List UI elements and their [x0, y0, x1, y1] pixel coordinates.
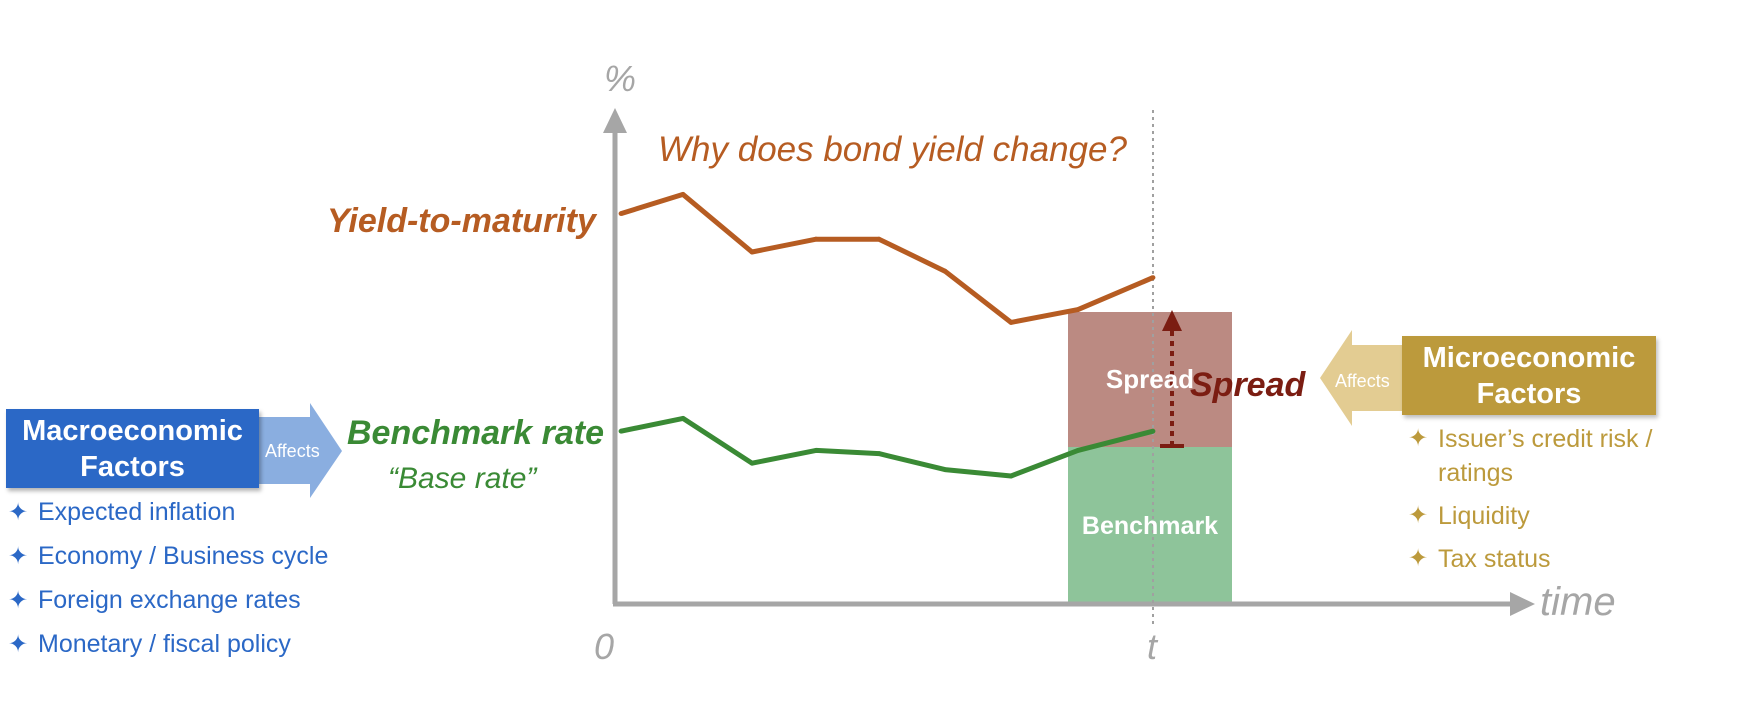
spread-bar-label-box: Spread — [1068, 312, 1232, 447]
benchmark-point — [942, 467, 948, 472]
list-item: ✦ Liquidity — [1408, 499, 1698, 533]
benchmark-point — [1008, 473, 1014, 479]
ytm-point — [1150, 275, 1156, 280]
x-axis-arrowhead — [1510, 592, 1535, 616]
list-item: ✦ Foreign exchange rates — [8, 580, 328, 624]
x-marker-label: t — [1147, 626, 1158, 667]
macro-factors-box: Macroeconomic Factors — [6, 409, 259, 488]
ytm-point — [876, 236, 882, 242]
benchmark-point — [749, 460, 755, 466]
micro-factors-box: Microeconomic Factors — [1402, 336, 1656, 415]
benchmark-bar-label-box: Benchmark — [1068, 447, 1232, 605]
list-item: ✦ Issuer’s credit risk / ratings — [1408, 422, 1698, 490]
ytm-point — [1075, 307, 1081, 312]
benchmark-bar — [1068, 447, 1232, 605]
diagram-title: Why does bond yield change? — [658, 130, 1127, 169]
ytm-point — [680, 192, 686, 197]
ytm-series-line — [620, 191, 1154, 325]
list-item: ✦ Monetary / fiscal policy — [8, 624, 328, 668]
x-axis-label: time — [1540, 580, 1616, 624]
ytm-point — [1008, 320, 1014, 325]
x-origin-label: 0 — [594, 626, 615, 667]
benchmark-point — [680, 416, 686, 421]
spread-bar-label: Spread — [1105, 364, 1195, 394]
benchmark-point — [618, 428, 624, 434]
ytm-point — [618, 211, 624, 217]
micro-title-line1: Microeconomic — [1422, 341, 1636, 374]
ytm-point — [813, 236, 819, 242]
star-bullet-icon: ✦ — [8, 543, 29, 570]
list-item: ✦ Economy / Business cycle — [8, 536, 328, 580]
series-points — [618, 192, 1156, 479]
star-bullet-icon: ✦ — [1408, 545, 1429, 572]
micro-affects-arrow — [1320, 330, 1402, 426]
ytm-point — [942, 268, 948, 274]
list-item: ✦ Expected inflation — [8, 492, 328, 536]
micro-factor-list: ✦ Issuer’s credit risk / ratings ✦ Liquidi… — [1408, 422, 1698, 585]
macro-title-line1: Macroeconomic — [22, 414, 243, 447]
spread-arrowhead — [1162, 310, 1182, 331]
ytm-label: Yield-to-maturity — [327, 202, 596, 240]
benchmark-point — [1075, 448, 1081, 453]
spread-bar — [1068, 312, 1232, 447]
star-bullet-icon: ✦ — [1408, 425, 1429, 452]
list-item: ✦ Tax status — [1408, 542, 1698, 576]
macro-factor-list: ✦ Expected inflation ✦ Economy / Business … — [8, 492, 328, 668]
benchmark-point — [1150, 428, 1156, 434]
base-rate-label: “Base rate” — [388, 462, 537, 495]
benchmark-rate-label: Benchmark rate — [347, 414, 605, 452]
benchmark-point — [876, 451, 882, 456]
benchmark-bar-label: Benchmark — [1081, 511, 1219, 540]
micro-title-line2: Factors — [1476, 377, 1582, 410]
y-axis-arrowhead — [603, 108, 627, 133]
star-bullet-icon: ✦ — [8, 631, 29, 658]
micro-affects-label: Affects — [1335, 371, 1390, 391]
spread-arrow-label: Spread — [1190, 366, 1306, 404]
benchmark-point — [813, 448, 819, 453]
macro-affects-arrow — [259, 403, 342, 498]
star-bullet-icon: ✦ — [8, 499, 29, 526]
ytm-point — [749, 249, 755, 255]
star-bullet-icon: ✦ — [1408, 502, 1429, 529]
star-bullet-icon: ✦ — [8, 587, 29, 614]
y-axis-label: % — [604, 58, 637, 99]
macro-title-line2: Factors — [80, 450, 185, 483]
macro-affects-label: Affects — [265, 441, 320, 461]
